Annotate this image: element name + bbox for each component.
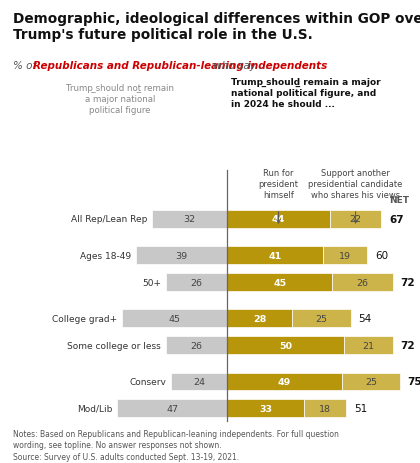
Text: 75: 75	[407, 376, 420, 387]
Text: 19: 19	[339, 251, 351, 260]
Text: 33: 33	[259, 404, 272, 413]
Text: 44: 44	[272, 215, 285, 224]
Text: 26: 26	[357, 278, 369, 287]
Text: 50+: 50+	[142, 278, 161, 287]
Text: 54: 54	[359, 313, 372, 324]
Text: 50: 50	[279, 341, 292, 350]
Text: Notes: Based on Republicans and Republican-leaning independents. For full questi: Notes: Based on Republicans and Republic…	[13, 429, 339, 461]
Text: Trump ̲should̲ remain a major
national political figure, and
in 2024 he should .: Trump ̲should̲ remain a major national p…	[231, 78, 381, 109]
Text: 39: 39	[176, 251, 188, 260]
Text: 45: 45	[168, 314, 181, 323]
Text: 41: 41	[268, 251, 281, 260]
Text: 67: 67	[389, 214, 404, 225]
Text: Some college or less: Some college or less	[68, 341, 161, 350]
Text: 18: 18	[319, 404, 331, 413]
Text: Run for
president
himself: Run for president himself	[258, 169, 299, 200]
Text: 28: 28	[253, 314, 266, 323]
Text: All Rep/Lean Rep: All Rep/Lean Rep	[71, 215, 147, 224]
Text: 45: 45	[273, 278, 286, 287]
Text: College grad+: College grad+	[52, 314, 117, 323]
Text: who say ...: who say ...	[210, 61, 269, 71]
Text: 24: 24	[193, 377, 205, 386]
Text: % of: % of	[13, 61, 39, 71]
Text: Demographic, ideological differences within GOP over
Trump's future political ro: Demographic, ideological differences wit…	[13, 12, 420, 42]
Text: 49: 49	[278, 377, 291, 386]
Text: Conserv: Conserv	[129, 377, 166, 386]
Text: 22: 22	[349, 215, 362, 224]
Text: Republicans and Republican-leaning independents: Republicans and Republican-leaning indep…	[33, 61, 327, 71]
Text: 21: 21	[362, 341, 375, 350]
Text: 32: 32	[184, 215, 196, 224]
Text: 25: 25	[365, 377, 377, 386]
Text: 47: 47	[166, 404, 178, 413]
Text: Mod/Lib: Mod/Lib	[77, 404, 112, 413]
Text: 26: 26	[191, 278, 203, 287]
Text: 60: 60	[375, 250, 388, 261]
Text: Trump ̲should not̲ remain
a major national
political figure: Trump ̲should not̲ remain a major nation…	[66, 83, 174, 114]
Text: Ages 18-49: Ages 18-49	[80, 251, 131, 260]
Text: 26: 26	[191, 341, 203, 350]
Text: 72: 72	[401, 340, 415, 350]
Text: 51: 51	[354, 403, 367, 413]
Text: 72: 72	[401, 277, 415, 288]
Text: 25: 25	[316, 314, 328, 323]
Text: Support another
presidential candidate
who shares his views: Support another presidential candidate w…	[308, 169, 403, 200]
Text: NET: NET	[389, 195, 409, 204]
